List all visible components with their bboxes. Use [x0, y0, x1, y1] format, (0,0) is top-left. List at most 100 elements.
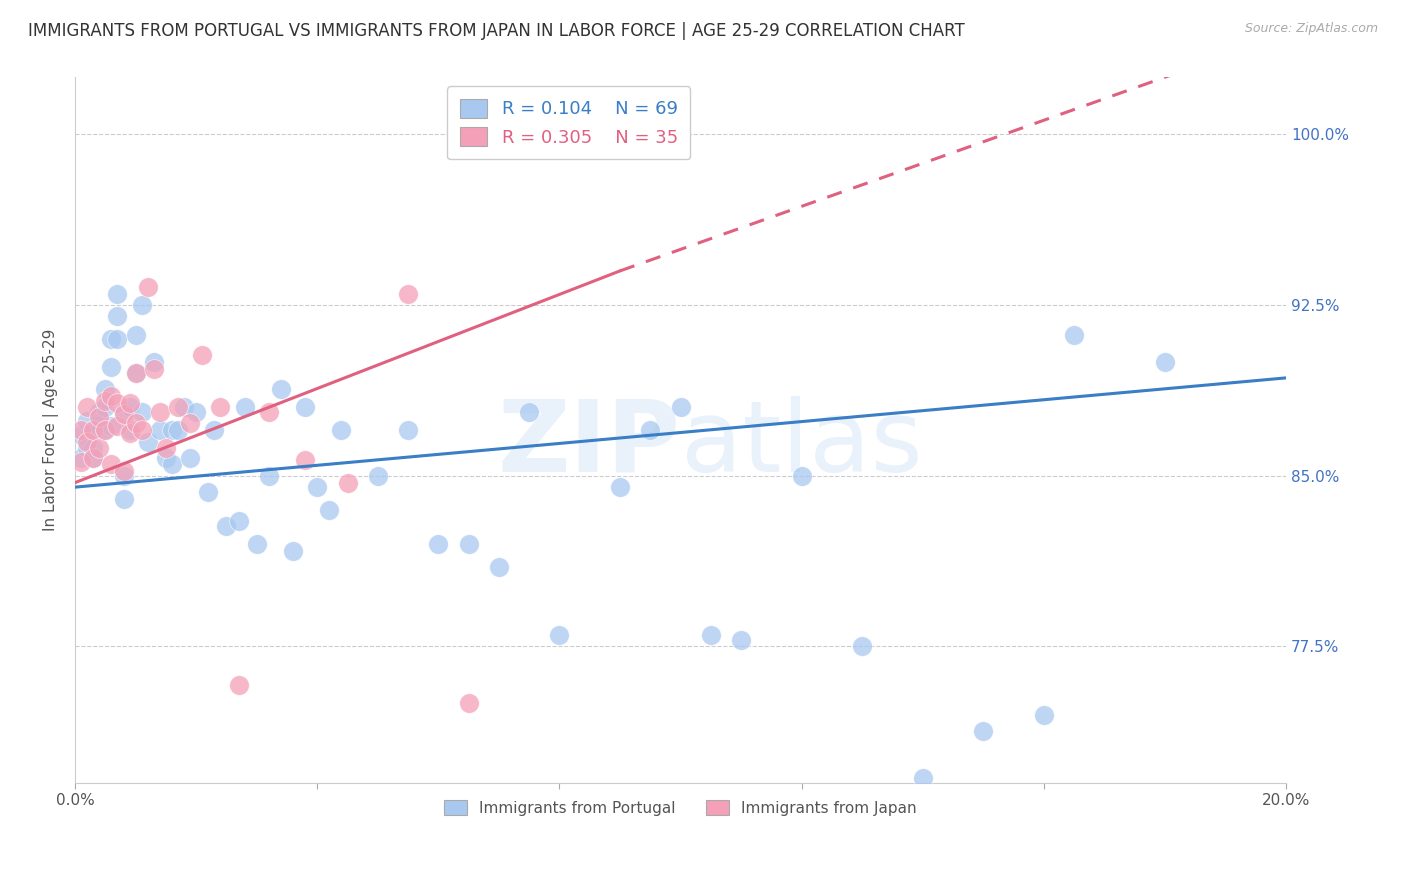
Point [1154, 355, 1177, 369]
Point [228, 678, 250, 692]
Point [112, 468, 135, 483]
Point [638, 423, 661, 437]
Text: ZIP: ZIP [498, 396, 681, 493]
Point [246, 537, 269, 551]
Point [124, 417, 146, 431]
Point [136, 280, 159, 294]
Point [107, 396, 129, 410]
Point [131, 423, 153, 437]
Point [167, 423, 190, 437]
Point [318, 503, 340, 517]
Point [233, 401, 256, 415]
Point [94, 382, 117, 396]
Point [427, 537, 450, 551]
Point [89, 409, 111, 424]
Point [76, 434, 98, 449]
Point [1032, 707, 1054, 722]
Point [70, 450, 93, 465]
Point [209, 401, 232, 415]
Point [202, 423, 225, 437]
Text: atlas: atlas [681, 396, 922, 493]
Point [94, 401, 117, 415]
Point [82, 442, 104, 456]
Point [100, 389, 122, 403]
Point [257, 405, 280, 419]
Text: IMMIGRANTS FROM PORTUGAL VS IMMIGRANTS FROM JAPAN IN LABOR FORCE | AGE 25-29 COR: IMMIGRANTS FROM PORTUGAL VS IMMIGRANTS F… [28, 22, 965, 40]
Point [70, 455, 93, 469]
Point [76, 442, 98, 456]
Y-axis label: In Labor Force | Age 25-29: In Labor Force | Age 25-29 [44, 329, 59, 532]
Point [89, 442, 111, 456]
Point [911, 772, 934, 786]
Point [70, 423, 93, 437]
Text: Source: ZipAtlas.com: Source: ZipAtlas.com [1244, 22, 1378, 36]
Point [100, 332, 122, 346]
Point [155, 450, 177, 465]
Point [336, 475, 359, 490]
Point [118, 425, 141, 440]
Point [160, 458, 183, 472]
Point [82, 423, 104, 437]
Point [124, 327, 146, 342]
Point [1063, 327, 1085, 342]
Point [197, 484, 219, 499]
Point [82, 450, 104, 465]
Point [107, 286, 129, 301]
Point [94, 423, 117, 437]
Point [160, 423, 183, 437]
Point [215, 519, 238, 533]
Legend: Immigrants from Portugal, Immigrants from Japan: Immigrants from Portugal, Immigrants fro… [434, 790, 927, 825]
Point [124, 367, 146, 381]
Point [131, 298, 153, 312]
Point [294, 401, 316, 415]
Point [548, 628, 571, 642]
Point [730, 632, 752, 647]
Point [94, 423, 117, 437]
Point [851, 640, 873, 654]
Point [307, 480, 329, 494]
Point [70, 427, 93, 442]
Point [76, 414, 98, 428]
Point [131, 405, 153, 419]
Point [107, 332, 129, 346]
Point [367, 468, 389, 483]
Point [107, 418, 129, 433]
Point [112, 491, 135, 506]
Point [167, 401, 190, 415]
Point [179, 450, 201, 465]
Point [270, 382, 292, 396]
Point [82, 423, 104, 437]
Point [112, 407, 135, 421]
Point [136, 434, 159, 449]
Point [228, 514, 250, 528]
Point [700, 628, 723, 642]
Point [107, 310, 129, 324]
Point [330, 423, 353, 437]
Point [396, 286, 419, 301]
Point [149, 423, 172, 437]
Point [669, 401, 692, 415]
Point [118, 396, 141, 410]
Point [155, 442, 177, 456]
Point [396, 423, 419, 437]
Point [790, 468, 813, 483]
Point [517, 405, 540, 419]
Point [457, 697, 479, 711]
Point [186, 405, 208, 419]
Point [89, 405, 111, 419]
Point [281, 544, 304, 558]
Point [179, 417, 201, 431]
Point [118, 423, 141, 437]
Point [100, 359, 122, 374]
Point [142, 355, 165, 369]
Point [142, 361, 165, 376]
Point [100, 458, 122, 472]
Point [76, 401, 98, 415]
Point [457, 537, 479, 551]
Point [488, 559, 510, 574]
Point [149, 405, 172, 419]
Point [112, 464, 135, 478]
Point [89, 418, 111, 433]
Point [124, 367, 146, 381]
Point [118, 401, 141, 415]
